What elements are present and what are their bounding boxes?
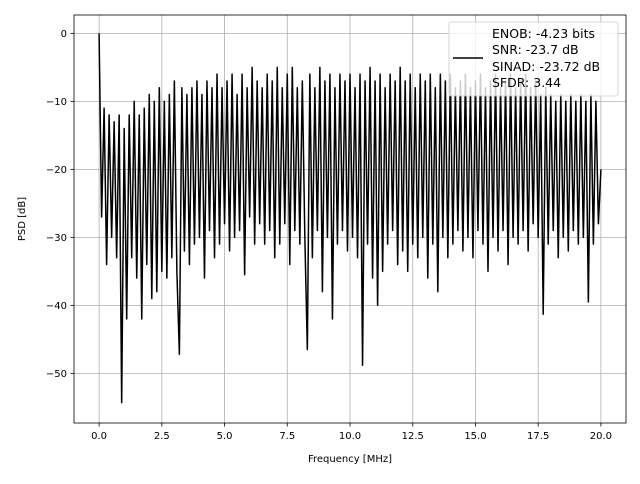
legend-box xyxy=(448,21,619,97)
x-tick-label: 17.5 xyxy=(527,431,549,442)
psd-line xyxy=(98,33,602,404)
y-axis-label: PSD [dB] xyxy=(17,197,28,241)
x-tick-label: 7.5 xyxy=(279,431,295,442)
psd-line-group xyxy=(98,33,602,404)
y-tick-label: −50 xyxy=(46,369,67,380)
y-tick-label: −40 xyxy=(46,301,67,312)
x-axis-label: Frequency [MHz] xyxy=(308,454,392,465)
ticks: 0.0 2.5 5.0 7.5 10.0 12.5 15.0 17.5 20.0 0 −10 −20 −… xyxy=(46,29,612,442)
x-tick-label: 20.0 xyxy=(590,431,612,442)
x-tick-label: 5.0 xyxy=(217,431,233,442)
legend: ENOB: -4.23 bits SNR: -23.7 dB SINAD: -2… xyxy=(448,21,619,97)
y-tick-label: 0 xyxy=(61,29,67,40)
legend-snr: SNR: -23.7 dB xyxy=(492,42,579,57)
x-tick-label: 0.0 xyxy=(91,431,107,442)
y-tick-label: −10 xyxy=(46,97,67,108)
x-tick-label: 10.0 xyxy=(339,431,361,442)
y-tick-label: −30 xyxy=(46,233,67,244)
x-tick-label: 12.5 xyxy=(402,431,424,442)
legend-enob: ENOB: -4.23 bits xyxy=(492,26,595,41)
y-tick-label: −20 xyxy=(46,165,67,176)
legend-sfdr: SFDR: 3.44 xyxy=(492,75,561,90)
legend-sinad: SINAD: -23.72 dB xyxy=(492,59,600,74)
x-tick-label: 2.5 xyxy=(154,431,170,442)
x-tick-label: 15.0 xyxy=(464,431,486,442)
